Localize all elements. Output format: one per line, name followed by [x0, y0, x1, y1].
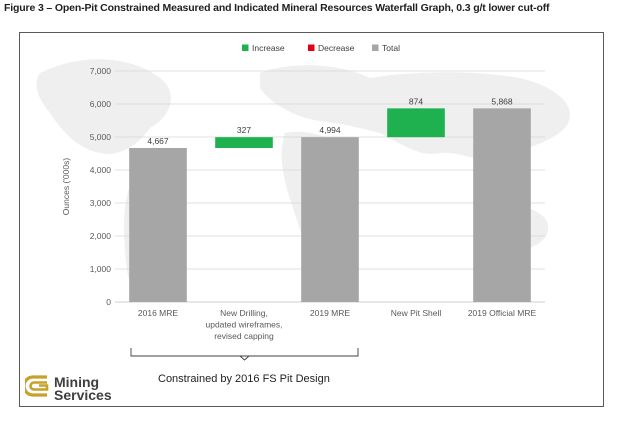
bar-total: [301, 137, 359, 302]
legend-swatch: [308, 44, 315, 51]
legend-entry: Decrease: [318, 43, 355, 53]
logo-mark-icon: [22, 375, 49, 397]
legend-swatch: [242, 44, 249, 51]
bracket-caption: Constrained by 2016 FS Pit Design: [158, 373, 330, 385]
y-axis-title: Ounces ('000s): [61, 158, 71, 216]
legend-entry: Total: [382, 43, 400, 53]
figure-title: Figure 3 – Open-Pit Constrained Measured…: [4, 2, 550, 14]
bar-value-label: 4,667: [147, 136, 169, 146]
bar-total: [129, 147, 187, 302]
y-tick-label: 5,000: [90, 132, 112, 142]
logo-text-line-1: Mining: [54, 374, 100, 390]
chart-bars: 4,667 327 4,994 874 5,868: [129, 96, 531, 302]
waterfall-chart: Increase Decrease Total 0 1,000 2,000 3,000 4,…: [36, 43, 570, 361]
chart-frame: Increase Decrease Total 0 1,000 2,000 3,000 4,…: [19, 32, 604, 407]
x-category-label: New Drilling,: [220, 308, 268, 318]
category-bracket: [130, 348, 359, 361]
x-category-label: New Pit Shell: [391, 308, 442, 318]
bar-value-label: 5,868: [491, 96, 513, 106]
legend-entry: Increase: [252, 43, 285, 53]
y-tick-label: 4,000: [90, 165, 112, 175]
chart-legend: Increase Decrease Total: [242, 43, 400, 53]
x-category-label: 2019 Official MRE: [468, 308, 537, 318]
bar-value-label: 874: [409, 96, 423, 106]
y-tick-label: 3,000: [90, 198, 112, 208]
x-axis: 2016 MRE New Drilling, updated wireframes,…: [138, 308, 537, 341]
bar-value-label: 4,994: [319, 125, 341, 135]
legend-swatch: [372, 44, 379, 51]
bar-increase: [387, 108, 445, 138]
x-category-label: 2019 MRE: [310, 308, 350, 318]
y-tick-label: 7,000: [90, 66, 112, 76]
y-tick-label: 6,000: [90, 99, 112, 109]
mining-services-logo: Mining Services: [22, 373, 135, 405]
x-category-label: revised capping: [214, 331, 274, 341]
bar-value-label: 327: [237, 125, 251, 135]
y-tick-label: 1,000: [90, 264, 112, 274]
logo-text-line-2: Services: [54, 387, 112, 403]
bar-total: [473, 108, 531, 302]
y-axis: 0 1,000 2,000 3,000 4,000 5,000 6,000 7,000 Ounc…: [61, 66, 111, 307]
bar-increase: [215, 137, 273, 148]
y-tick-label: 0: [106, 297, 111, 307]
x-category-label: updated wireframes,: [205, 320, 282, 330]
x-category-label: 2016 MRE: [138, 308, 178, 318]
y-tick-label: 2,000: [90, 231, 112, 241]
